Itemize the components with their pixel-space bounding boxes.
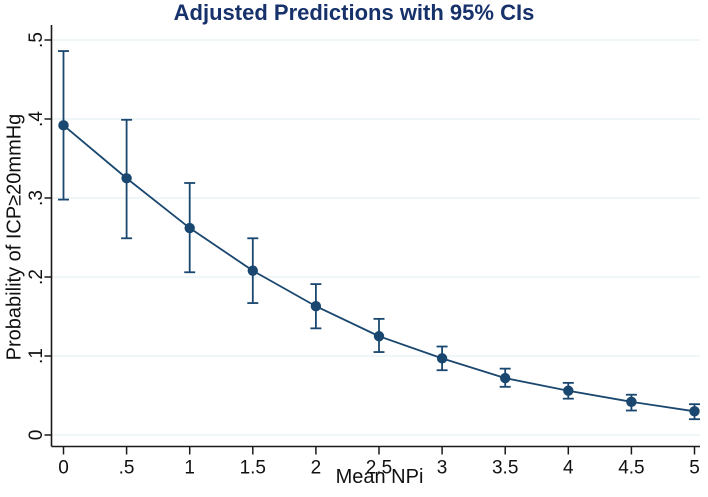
prediction-marker — [247, 265, 258, 276]
y-tick-label: .4 — [26, 111, 47, 127]
prediction-marker — [310, 301, 322, 312]
x-tick-label: 1 — [184, 458, 195, 479]
prediction-marker — [58, 120, 69, 131]
y-tick-label: 0 — [26, 430, 47, 441]
prediction-marker — [121, 173, 132, 184]
chart-title: Adjusted Predictions with 95% CIs — [173, 0, 535, 25]
prediction-marker — [689, 406, 700, 417]
y-tick-label: .1 — [26, 348, 47, 364]
x-tick-label: 2 — [311, 458, 322, 479]
prediction-marker — [500, 372, 511, 384]
prediction-marker — [563, 385, 574, 396]
x-tick-label: 3 — [437, 458, 448, 479]
x-tick-label: 5 — [689, 458, 700, 479]
x-tick-label: .5 — [119, 458, 135, 479]
prediction-marker — [626, 396, 637, 408]
prediction-line — [62, 124, 695, 413]
y-axis-label: Probability of ICP≥20mmHg — [3, 113, 26, 361]
y-tick-label: .3 — [26, 190, 47, 206]
prediction-marker — [436, 353, 448, 364]
prediction-marker — [184, 222, 195, 234]
y-tick-label: .5 — [26, 32, 47, 48]
x-tick-label: 0 — [58, 458, 69, 479]
x-axis-label: Mean NPi — [335, 466, 424, 488]
x-tick-label: 2.5 — [366, 458, 392, 479]
x-tick-label: 1.5 — [240, 458, 266, 479]
prediction-marker — [373, 331, 385, 342]
x-tick-label: 4.5 — [618, 458, 644, 479]
x-tick-label: 3.5 — [492, 458, 518, 479]
y-tick-label: .2 — [26, 269, 47, 285]
x-tick-label: 4 — [563, 458, 574, 479]
